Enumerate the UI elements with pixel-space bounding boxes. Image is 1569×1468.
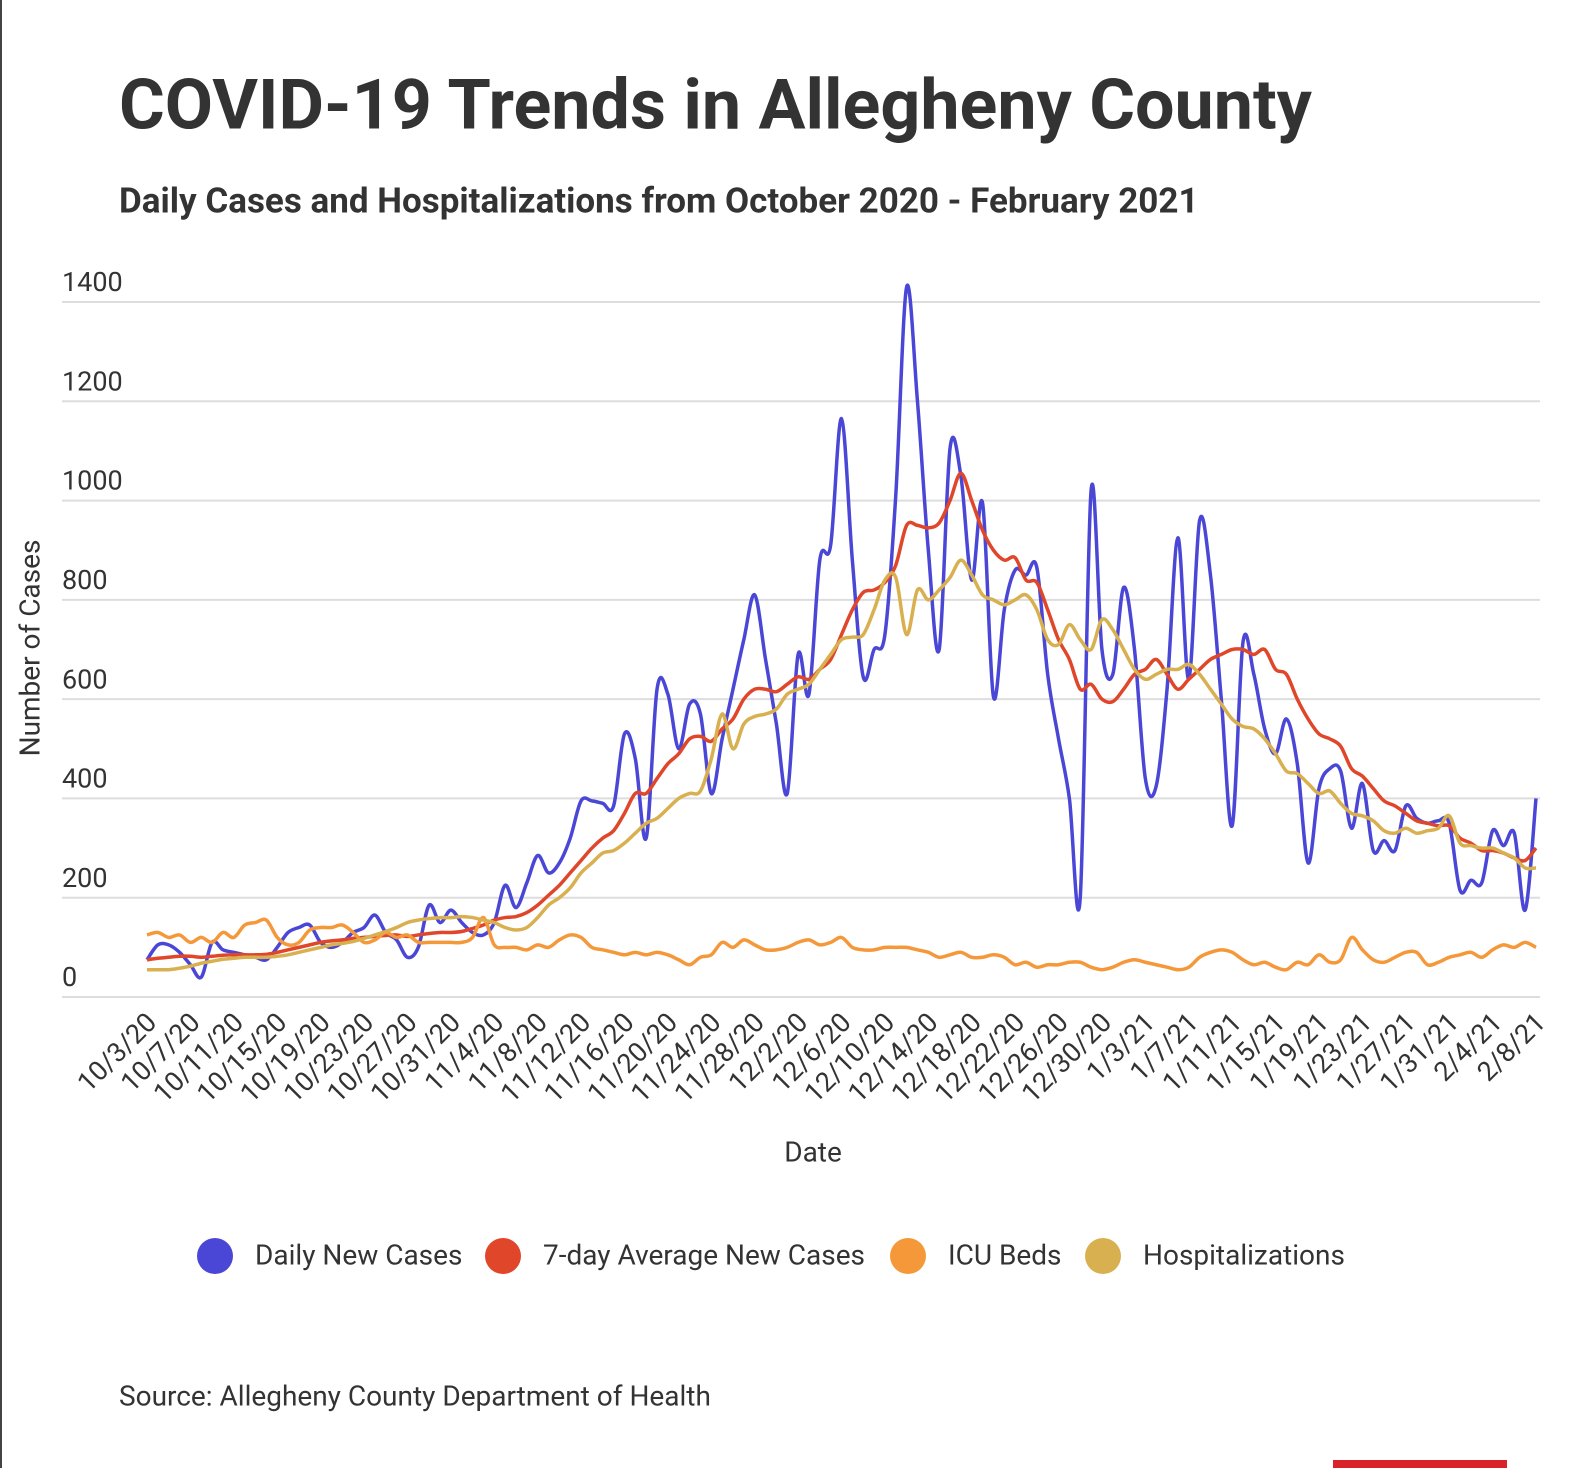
chart-subtitle: Daily Cases and Hospitalizations from Oc… [119,180,1199,221]
legend-label: Hospitalizations [1143,1238,1345,1271]
y-tick-label: 200 [62,862,108,894]
chart-title: COVID-19 Trends in Allegheny County [119,64,1313,146]
y-axis-label: Number of Cases [13,540,46,757]
legend-swatch [1085,1238,1121,1274]
y-tick-label: 600 [62,663,108,695]
legend-swatch [890,1238,926,1274]
source: Source: Allegheny County Department of H… [119,1379,711,1412]
left-border [0,0,2,1468]
series-line [146,471,1538,962]
x-axis-label: Date [784,1135,842,1168]
legend-label: ICU Beds [948,1238,1061,1271]
y-tick-label: 1200 [62,365,123,397]
y-tick-label: 0 [62,961,77,993]
brand-bar [1333,1460,1507,1468]
y-tick-label: 400 [62,763,108,795]
legend-label: Daily New Cases [255,1238,462,1271]
legend-swatch [197,1238,233,1274]
series-line [146,915,1537,972]
legend-swatch [485,1238,521,1274]
y-tick-label: 800 [62,564,108,596]
series-line [147,558,1537,972]
legend-label: 7-day Average New Cases [543,1238,865,1271]
series-line [145,283,1538,980]
y-tick-label: 1000 [62,465,123,497]
y-tick-label: 1400 [62,266,123,298]
